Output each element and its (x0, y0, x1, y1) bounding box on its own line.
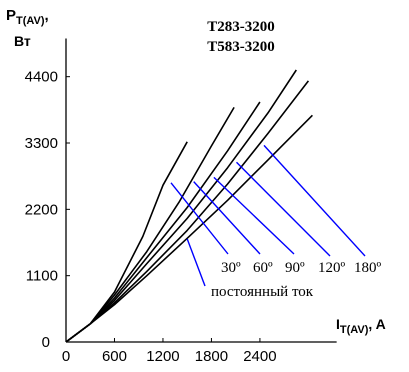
annotation-label-60deg: 60º (253, 260, 273, 276)
x-axis-label-suffix: , A (368, 316, 385, 332)
x-axis-label-main: I (336, 316, 340, 332)
y-axis-label-main: P (6, 7, 16, 24)
chart-title-line-2: Т583-3200 (207, 39, 275, 55)
y-axis-unit: Вт (14, 33, 31, 49)
y-tick-label: 0 (42, 334, 50, 351)
series-line-60deg (65, 106, 235, 343)
annotation-label-30deg: 30º (221, 260, 241, 276)
y-tick-label: 3300 (25, 135, 58, 152)
leader-line-60deg (193, 181, 261, 255)
y-tick-label: 4400 (25, 69, 58, 86)
x-tick-label: 0 (62, 348, 70, 365)
annotation-label-постоянный-ток: постоянный ток (211, 284, 314, 300)
leader-line-180deg (263, 144, 366, 257)
x-tick-label: 1800 (195, 348, 228, 365)
chart-series (65, 69, 313, 343)
chart-ticks: 0 600 1200 1800 2400 0 1100 2200 3300 4400 (25, 69, 277, 365)
chart-title-line-1: Т283-3200 (207, 19, 275, 35)
y-axis-label-suffix: , (45, 7, 49, 24)
y-axis-label: PT(AV), (6, 7, 49, 27)
series-line-180deg (65, 80, 310, 343)
series-line-30deg (65, 141, 188, 343)
annotation-label-180deg: 180º (354, 260, 382, 276)
annotation-label-90deg: 90º (285, 260, 305, 276)
y-axis-label-sub: T(AV) (16, 15, 45, 27)
chart-axes (65, 38, 337, 343)
leader-line-90deg (213, 176, 295, 255)
leader-line-120deg (236, 161, 331, 257)
annotation-label-120deg: 120º (318, 260, 346, 276)
x-tick-label: 1200 (146, 348, 179, 365)
leader-line-постоянный-ток (186, 238, 206, 287)
x-tick-label: 600 (102, 348, 127, 365)
y-tick-label: 2200 (25, 201, 58, 218)
series-line-постоянный-ток (65, 114, 313, 343)
series-line-120deg (65, 69, 297, 343)
chart-annotations: 30º 60º 90º 120º 180º постоянный ток (170, 144, 382, 300)
x-axis-label: IT(AV), A (336, 316, 386, 336)
x-tick-label: 2400 (243, 348, 276, 365)
x-axis-label-sub: T(AV) (340, 324, 369, 336)
y-tick-label: 1100 (26, 268, 58, 285)
leader-line-30deg (170, 182, 229, 255)
